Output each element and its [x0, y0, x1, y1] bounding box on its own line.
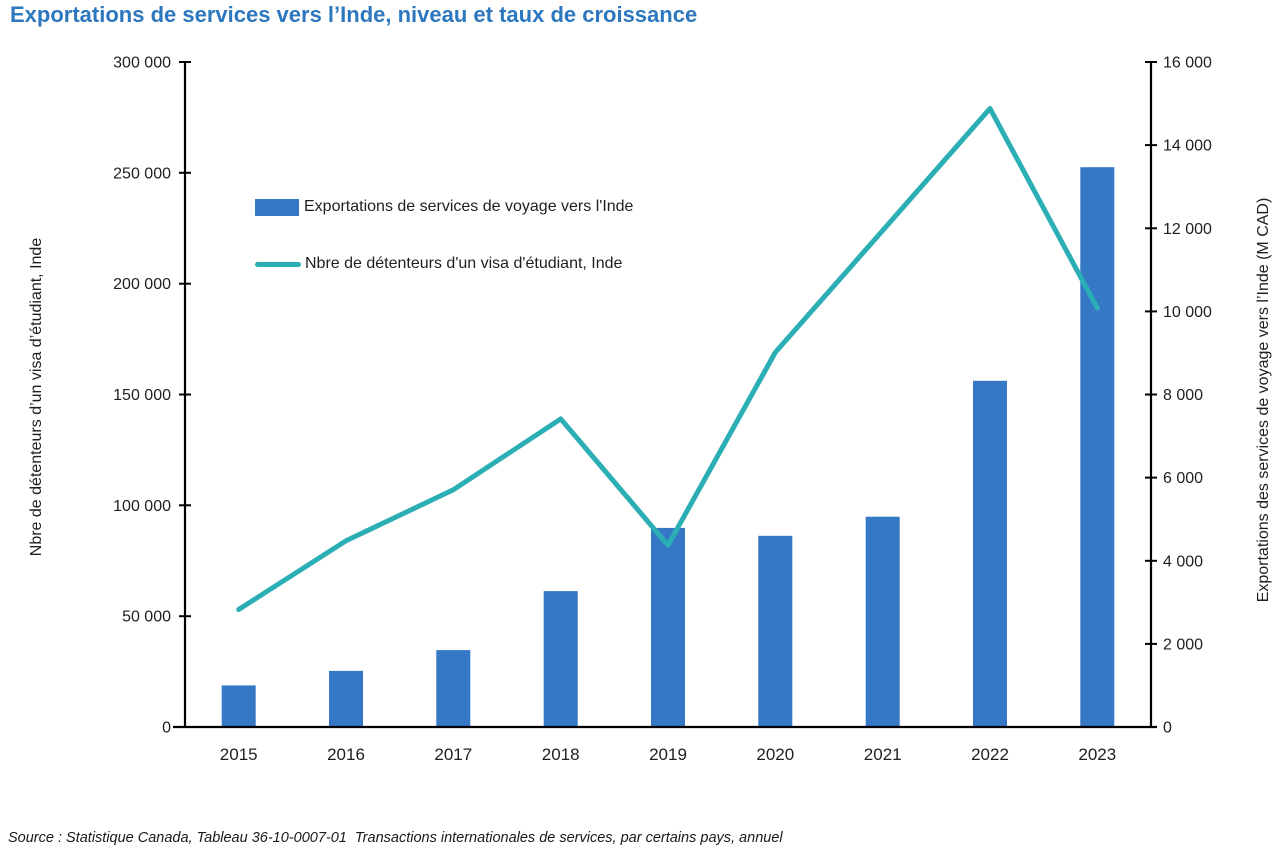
right-axis-tick-label: 6 000 — [1163, 470, 1203, 487]
x-axis-label-2018: 2018 — [542, 745, 580, 764]
legend-label-exports: Exportations de services de voyage vers … — [304, 198, 634, 215]
left-axis-tick-label: 0 — [162, 720, 171, 737]
right-axis-tick-label: 2 000 — [1163, 636, 1203, 653]
legend-item-visa: Nbre de détenteurs d'un visa d'étudiant,… — [255, 253, 633, 275]
x-axis-label-2023: 2023 — [1078, 745, 1116, 764]
bar-2017 — [436, 650, 471, 727]
left-axis-tick-label: 50 000 — [122, 609, 171, 626]
bar-2021 — [865, 516, 900, 727]
legend-item-exports: Exportations de services de voyage vers … — [255, 196, 633, 218]
line-series-swatch — [255, 261, 301, 267]
x-axis-label-2016: 2016 — [327, 745, 365, 764]
x-axis-label-2020: 2020 — [756, 745, 794, 764]
legend-label-visa: Nbre de détenteurs d'un visa d'étudiant,… — [305, 255, 623, 272]
bar-2022 — [973, 380, 1007, 727]
bar-2020 — [758, 535, 793, 727]
left-axis-tick-label: 100 000 — [113, 498, 171, 515]
right-axis-tick-label: 4 000 — [1163, 553, 1203, 570]
left-axis-tick-label: 150 000 — [113, 387, 171, 404]
right-axis-tick-label: 0 — [1163, 720, 1172, 737]
x-axis-label-2019: 2019 — [649, 745, 687, 764]
x-axis-label-2022: 2022 — [971, 745, 1009, 764]
right-axis-tick-label: 16 000 — [1163, 55, 1212, 72]
right-axis-tick-label: 8 000 — [1163, 387, 1203, 404]
bar-2018 — [543, 591, 578, 727]
bar-2016 — [329, 670, 363, 727]
x-axis-label-2017: 2017 — [434, 745, 472, 764]
right-axis-tick-label: 14 000 — [1163, 138, 1212, 155]
left-axis-tick-label: 300 000 — [113, 55, 171, 72]
x-axis-label-2021: 2021 — [864, 745, 902, 764]
left-axis-tick-label: 200 000 — [113, 276, 171, 293]
visa-holders-line — [236, 106, 1100, 612]
x-axis-label-2015: 2015 — [220, 745, 258, 764]
bar-2023 — [1080, 167, 1115, 727]
source-note: Source : Statistique Canada, Tableau 36-… — [8, 830, 783, 846]
right-axis-tick-label: 12 000 — [1163, 221, 1212, 238]
left-axis-tick-label: 250 000 — [113, 165, 171, 182]
legend: Exportations de services de voyage vers … — [255, 196, 633, 310]
chart-title: Exportations de services vers l’Inde, ni… — [10, 2, 698, 27]
bar-series-swatch — [255, 198, 299, 216]
bar-2015 — [221, 685, 256, 727]
bar-2019 — [651, 527, 685, 727]
right-axis-tick-label: 10 000 — [1163, 304, 1212, 321]
